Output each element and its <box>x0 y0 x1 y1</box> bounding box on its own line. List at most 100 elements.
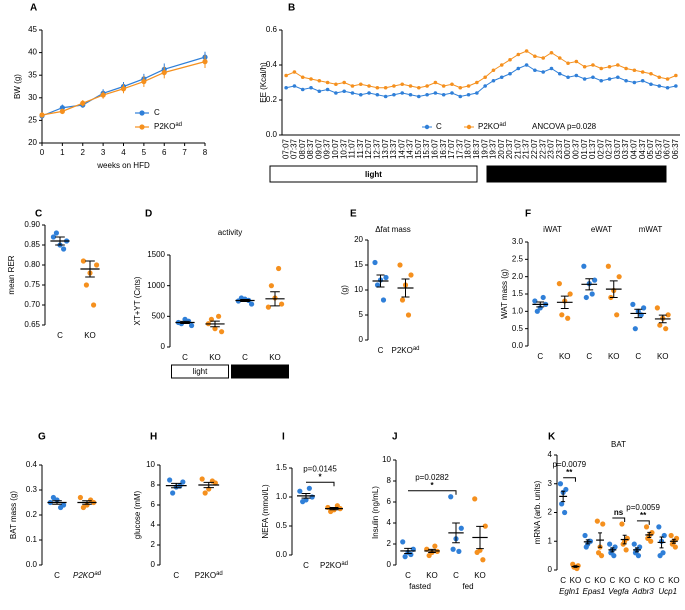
point <box>491 68 496 73</box>
point <box>342 80 346 85</box>
point <box>317 78 322 83</box>
point <box>657 75 662 80</box>
y-tick-label: 0.4 <box>26 460 38 469</box>
group-label-main: C <box>634 576 640 585</box>
group-label: KO <box>594 576 606 585</box>
x-tick-label: 09:37 <box>323 138 332 159</box>
group-label-main: P2KO <box>391 346 412 355</box>
point <box>334 82 338 87</box>
point <box>557 71 562 76</box>
point <box>374 282 381 288</box>
point <box>342 89 346 94</box>
x-tick-label: 06:07 <box>663 138 672 159</box>
y-tick-label: 1.0 <box>512 306 524 315</box>
point <box>405 312 412 318</box>
point <box>367 91 371 95</box>
group-label: C <box>560 576 566 585</box>
point <box>559 501 565 507</box>
point <box>402 554 408 560</box>
point <box>408 84 413 88</box>
legend-label: P2KOad <box>154 122 182 132</box>
x-tick-label: 6 <box>162 148 167 157</box>
y-tick-label: 0 <box>151 560 156 569</box>
point <box>581 263 587 269</box>
point <box>417 94 421 99</box>
group-label-main: KO <box>269 353 281 362</box>
point <box>399 297 406 303</box>
point <box>380 297 387 303</box>
point <box>665 77 670 81</box>
point <box>480 557 486 563</box>
point <box>358 82 363 87</box>
y-tick-label: 1 <box>548 536 553 545</box>
y-tick-label: 0.0 <box>26 560 38 569</box>
group-label-main: KO <box>619 576 631 585</box>
point <box>654 305 660 311</box>
group-label-main: C <box>585 576 591 585</box>
group-label: P2KOad <box>195 571 223 581</box>
point <box>59 105 65 111</box>
point <box>524 49 529 53</box>
x-tick-label: 04:07 <box>630 138 639 159</box>
group-label: C <box>57 331 63 340</box>
point <box>549 50 554 55</box>
x-tick-label: 10:07 <box>331 138 340 159</box>
x-tick-label: 16:37 <box>439 138 448 159</box>
y-tick-label: 0.75 <box>24 280 40 289</box>
point <box>350 91 355 95</box>
x-tick-label: 17:07 <box>447 138 456 159</box>
point <box>635 553 642 559</box>
p-value: p=0.0282 <box>415 473 449 482</box>
point <box>50 234 57 240</box>
bracket <box>612 517 626 522</box>
sem-bar <box>647 531 652 539</box>
point <box>630 301 636 307</box>
sem-bar <box>476 525 484 550</box>
y-tick-label: 6 <box>151 500 156 509</box>
panel-letter: D <box>145 209 152 220</box>
point <box>408 551 414 558</box>
point <box>88 497 94 503</box>
y-tick-label: 5 <box>359 310 364 319</box>
group-label: C <box>453 571 459 580</box>
y-tick-label: 0.5 <box>276 521 288 530</box>
group-box <box>171 364 229 379</box>
bracket <box>636 520 650 525</box>
point <box>77 494 83 501</box>
point <box>540 294 546 301</box>
group-label: C <box>182 353 188 362</box>
y-tick-label: 2 <box>151 540 156 549</box>
significance: ** <box>640 511 647 520</box>
x-tick-label: 4 <box>121 148 126 157</box>
point <box>202 59 208 65</box>
x-tick-label: 1 <box>60 148 65 157</box>
sem-bar <box>561 490 566 503</box>
bracket <box>563 477 576 482</box>
point <box>674 84 678 88</box>
sem-bar <box>210 320 220 328</box>
y-axis-label: (g) <box>340 285 349 295</box>
x-tick-label: 22:37 <box>538 138 547 159</box>
point <box>582 77 587 81</box>
sem-bar <box>610 547 615 553</box>
point <box>300 75 305 80</box>
point <box>562 509 568 516</box>
sem-bar <box>585 539 590 545</box>
point <box>559 312 565 318</box>
point <box>94 262 100 268</box>
y-tick-label: 0.85 <box>24 240 40 249</box>
period-bar <box>486 165 667 183</box>
sem-bar <box>573 565 578 568</box>
point <box>483 84 487 88</box>
y-tick-label: 3 <box>548 479 553 488</box>
point <box>300 87 305 92</box>
point <box>516 52 521 57</box>
point <box>425 92 429 97</box>
group-label-main: KO <box>657 352 669 361</box>
point <box>674 73 678 78</box>
x-tick-label: 14:37 <box>406 138 415 159</box>
point <box>141 78 147 85</box>
point <box>317 89 322 94</box>
point <box>300 499 306 505</box>
